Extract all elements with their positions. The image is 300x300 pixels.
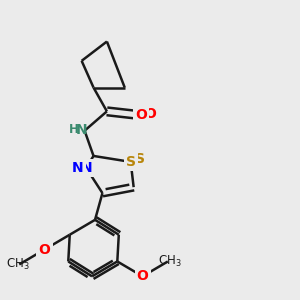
Text: N: N [72,161,84,175]
Text: O: O [136,269,148,283]
Text: H: H [68,123,78,136]
Text: S: S [136,152,146,166]
Text: N: N [76,123,88,137]
Text: O: O [38,243,50,256]
Text: O: O [38,243,50,256]
Text: N: N [72,161,84,175]
Text: O: O [135,108,147,122]
Text: CH$_3$: CH$_3$ [158,254,182,269]
Text: N: N [80,161,92,175]
Text: O: O [144,107,156,121]
Text: O: O [136,269,148,283]
Text: CH$_3$: CH$_3$ [6,257,30,272]
Text: S: S [126,155,136,169]
